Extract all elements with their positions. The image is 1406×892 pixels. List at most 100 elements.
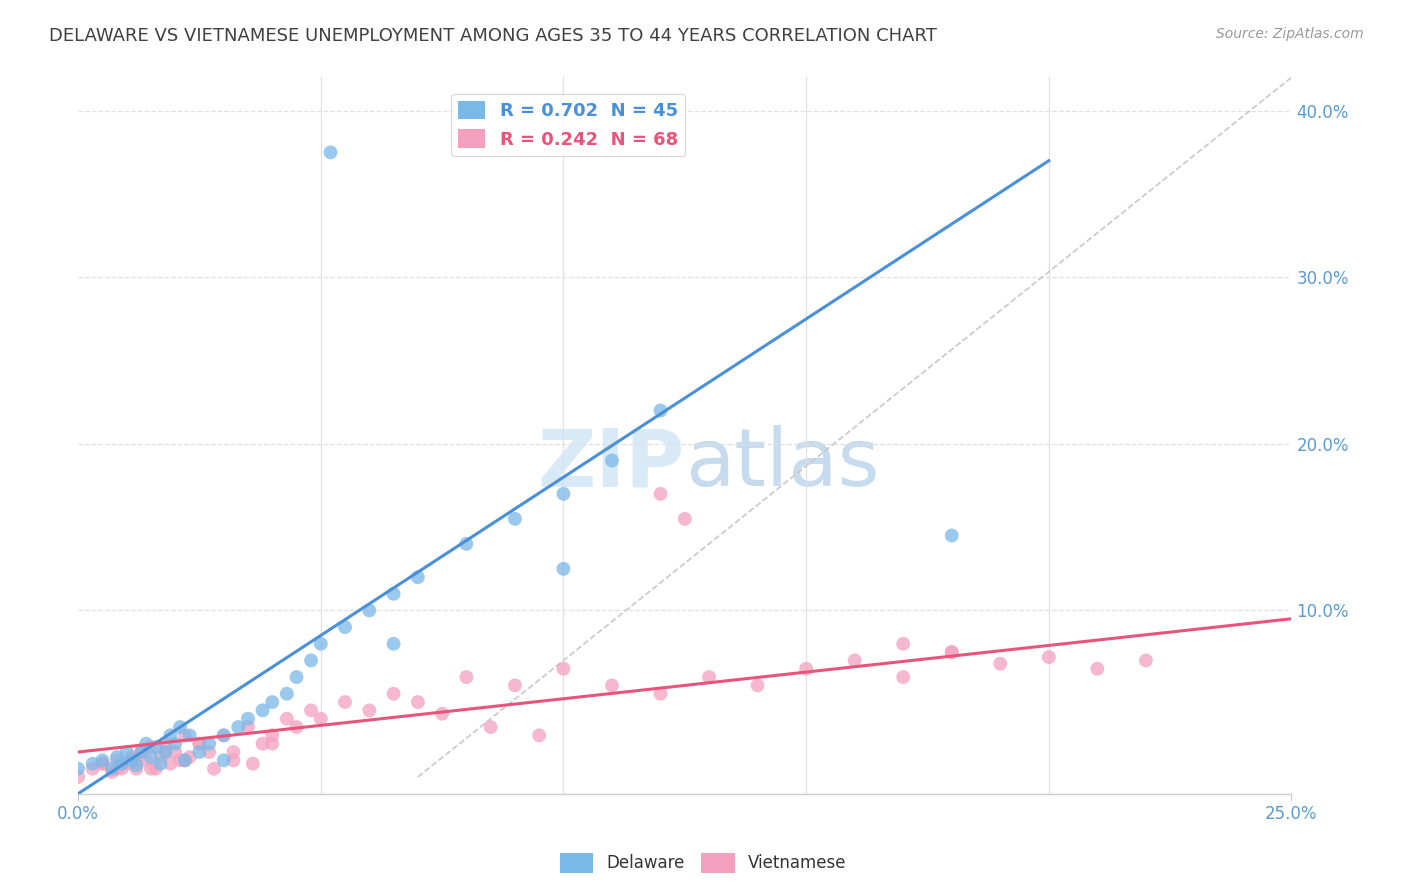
Point	[382, 587, 405, 601]
Point	[941, 645, 963, 659]
Point	[697, 670, 720, 684]
Point	[139, 739, 162, 754]
Point	[115, 756, 138, 771]
Point	[129, 745, 152, 759]
Point	[174, 753, 197, 767]
Point	[262, 695, 284, 709]
Point	[121, 750, 143, 764]
Point	[145, 762, 167, 776]
Point	[222, 745, 245, 759]
Point	[333, 620, 356, 634]
Point	[169, 753, 191, 767]
Point	[105, 750, 128, 764]
Point	[553, 487, 575, 501]
Point	[101, 762, 124, 776]
Point	[794, 662, 817, 676]
Point	[503, 512, 526, 526]
Point	[553, 662, 575, 676]
Point	[309, 712, 332, 726]
Point	[155, 745, 177, 759]
Legend: Delaware, Vietnamese: Delaware, Vietnamese	[553, 847, 853, 880]
Point	[212, 753, 235, 767]
Point	[105, 753, 128, 767]
Point	[1135, 653, 1157, 667]
Point	[941, 528, 963, 542]
Point	[149, 750, 172, 764]
Point	[333, 695, 356, 709]
Point	[67, 770, 90, 784]
Text: atlas: atlas	[685, 425, 879, 503]
Point	[198, 737, 221, 751]
Point	[309, 637, 332, 651]
Point	[285, 670, 308, 684]
Point	[252, 703, 274, 717]
Point	[1038, 650, 1060, 665]
Point	[101, 764, 124, 779]
Point	[406, 570, 429, 584]
Point	[82, 762, 104, 776]
Point	[456, 670, 478, 684]
Point	[135, 753, 157, 767]
Point	[891, 637, 914, 651]
Point	[650, 687, 672, 701]
Point	[111, 756, 134, 771]
Point	[111, 762, 134, 776]
Point	[553, 562, 575, 576]
Point	[174, 728, 197, 742]
Text: DELAWARE VS VIETNAMESE UNEMPLOYMENT AMONG AGES 35 TO 44 YEARS CORRELATION CHART: DELAWARE VS VIETNAMESE UNEMPLOYMENT AMON…	[49, 27, 936, 45]
Point	[988, 657, 1011, 671]
Point	[179, 750, 201, 764]
Point	[406, 695, 429, 709]
Point	[188, 737, 211, 751]
Point	[479, 720, 502, 734]
Point	[129, 745, 152, 759]
Point	[262, 728, 284, 742]
Point	[212, 728, 235, 742]
Point	[242, 756, 264, 771]
Point	[159, 728, 181, 742]
Point	[135, 737, 157, 751]
Point	[226, 720, 249, 734]
Point	[67, 762, 90, 776]
Text: ZIP: ZIP	[537, 425, 685, 503]
Point	[212, 728, 235, 742]
Point	[382, 687, 405, 701]
Point	[236, 720, 259, 734]
Point	[155, 745, 177, 759]
Point	[252, 737, 274, 751]
Point	[276, 712, 298, 726]
Point	[673, 512, 696, 526]
Point	[155, 737, 177, 751]
Point	[159, 756, 181, 771]
Point	[165, 737, 187, 751]
Point	[299, 703, 322, 717]
Point	[262, 737, 284, 751]
Point	[1085, 662, 1108, 676]
Point	[105, 762, 128, 776]
Point	[650, 403, 672, 417]
Point	[188, 737, 211, 751]
Point	[456, 537, 478, 551]
Point	[115, 745, 138, 759]
Point	[198, 745, 221, 759]
Point	[91, 756, 114, 771]
Legend: R = 0.702  N = 45, R = 0.242  N = 68: R = 0.702 N = 45, R = 0.242 N = 68	[451, 94, 685, 156]
Point	[600, 678, 623, 692]
Point	[527, 728, 550, 742]
Point	[359, 603, 381, 617]
Point	[125, 753, 148, 767]
Point	[125, 758, 148, 772]
Point	[236, 712, 259, 726]
Point	[82, 756, 104, 771]
Point	[121, 753, 143, 767]
Point	[169, 720, 191, 734]
Point	[891, 670, 914, 684]
Point	[600, 453, 623, 467]
Text: Source: ZipAtlas.com: Source: ZipAtlas.com	[1216, 27, 1364, 41]
Point	[747, 678, 769, 692]
Point	[174, 753, 197, 767]
Point	[179, 728, 201, 742]
Point	[503, 678, 526, 692]
Point	[125, 762, 148, 776]
Point	[382, 637, 405, 651]
